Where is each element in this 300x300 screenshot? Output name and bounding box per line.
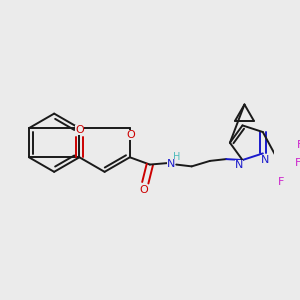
- Text: H: H: [173, 152, 181, 162]
- Text: N: N: [167, 159, 175, 169]
- Text: O: O: [139, 185, 148, 195]
- Text: O: O: [75, 125, 84, 135]
- Text: N: N: [235, 160, 243, 170]
- Text: N: N: [260, 155, 269, 165]
- Text: F: F: [278, 177, 284, 187]
- Text: F: F: [295, 158, 300, 168]
- Text: O: O: [126, 130, 135, 140]
- Text: F: F: [297, 140, 300, 150]
